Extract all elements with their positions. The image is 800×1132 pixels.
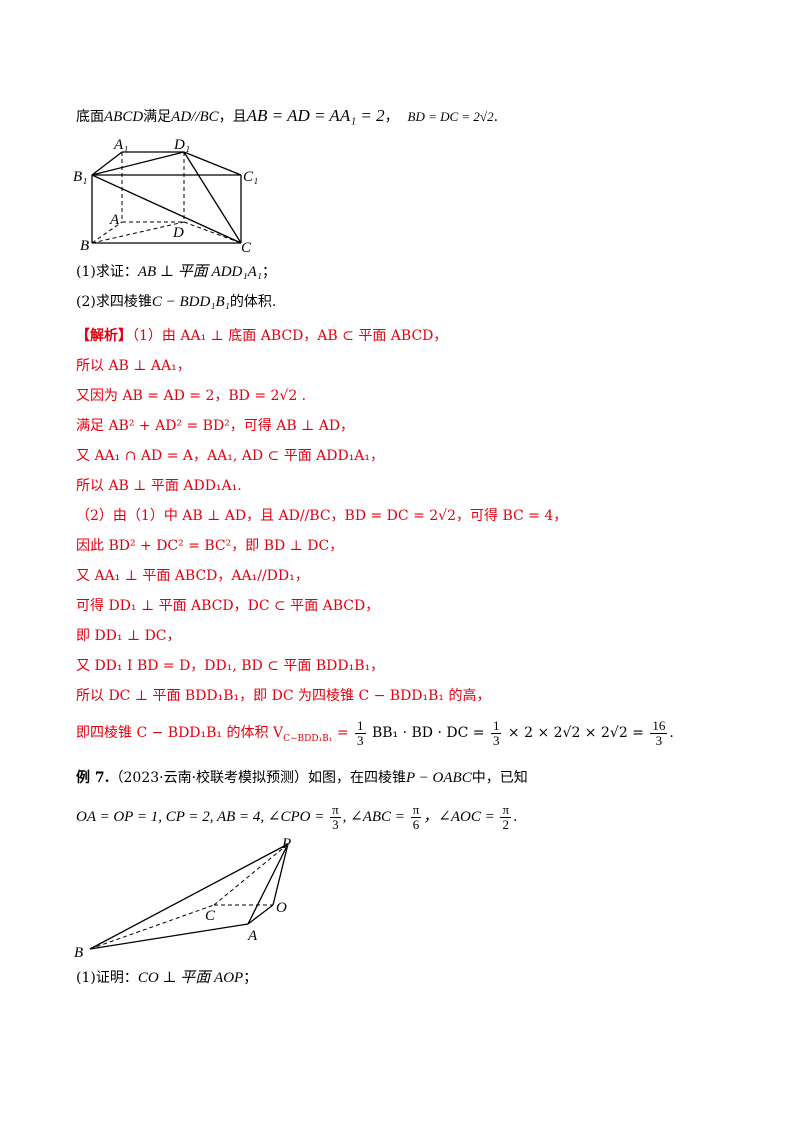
ex7-q1-prefix: (1)证明： <box>76 970 138 986</box>
pi3-den: 3 <box>332 816 339 832</box>
solution-tag: 【解析】 <box>76 328 132 344</box>
solution-line-13: 所以 DC ⊥ 平面 BDD₁B₁，即 DC 为四棱锥 C − BDD₁B₁ 的… <box>76 686 490 706</box>
solution-line-8: 因此 BD² + DC² = BC²，即 BD ⊥ DC， <box>76 536 343 556</box>
label-C: C <box>241 240 252 254</box>
solution-l5: 又 AA₁ ∩ AD = A，AA₁, AD ⊂ 平面 ADD₁A₁， <box>76 448 385 464</box>
ex7-q1-math: CO ⊥ 平面 AOP <box>137 970 244 986</box>
label-C2: C <box>205 908 216 924</box>
example7-heading: 例 7.（2023·云南·校联考模拟预测）如图，在四棱锥P − OABC中，已知 <box>76 768 528 788</box>
label-A1: A₁ <box>113 137 128 153</box>
label-B: B <box>80 238 89 254</box>
pi3-num: π <box>330 801 341 818</box>
intro-abcd: ABCD <box>104 109 144 125</box>
pyramid-figure: P C O A B <box>74 836 291 961</box>
solution-l14-sub: C−BDD₁B₁ <box>283 733 333 744</box>
solution-l11: 即 DD₁ ⊥ DC， <box>76 628 181 644</box>
pi2-den: 2 <box>502 816 510 832</box>
solution-l14-c: × 2 × 2√2 × 2√2 = <box>507 725 649 741</box>
q1-math: AB ⊥ 平面 ADD₁A₁ <box>137 264 262 280</box>
frac1-den: 3 <box>357 732 364 748</box>
frac2-num: 1 <box>490 717 502 734</box>
label-D1: D₁ <box>173 137 190 153</box>
q2-end: 的体积. <box>229 294 277 310</box>
frac1-num: 1 <box>355 717 366 734</box>
solution-l10: 可得 DD₁ ⊥ 平面 ABCD，DC ⊂ 平面 ABCD， <box>76 598 380 614</box>
q2-math: C − BDD₁B₁ <box>151 294 230 310</box>
example7-question-1: (1)证明：CO ⊥ 平面 AOP； <box>76 968 257 988</box>
intro-sep: ， <box>384 109 399 125</box>
solution-l8: 因此 BD² + DC² = BC²，即 BD ⊥ DC， <box>76 538 344 554</box>
solution-l1: （1）由 AA₁ ⊥ 底面 ABCD，AB ⊂ 平面 ABCD， <box>132 328 448 344</box>
solution-l3: 又因为 AB = AD = 2，BD = 2√2 . <box>76 388 307 404</box>
intro-line: 底面ABCD满足AD//BC，且AB = AD = AA₁ = 2， BD = … <box>76 106 498 127</box>
solution-line-12: 又 DD₁ I BD = D，DD₁, BD ⊂ 平面 BDD₁B₁， <box>76 656 384 676</box>
q2-prefix: (2)求四棱锥 <box>76 294 152 310</box>
label-A2: A <box>247 928 258 944</box>
solution-l14-a: = <box>332 725 354 741</box>
solution-line-5: 又 AA₁ ∩ AD = A，AA₁, AD ⊂ 平面 ADD₁A₁， <box>76 446 384 466</box>
pi2-num: π <box>500 801 512 818</box>
intro-text: 底面 <box>76 109 104 125</box>
solution-l4: 满足 AB² + AD² = BD²，可得 AB ⊥ AD， <box>76 418 355 434</box>
solution-line-6: 所以 AB ⊥ 平面 ADD₁A₁. <box>76 476 242 496</box>
solution-line-9: 又 AA₁ ⊥ 平面 ABCD，AA₁//DD₁， <box>76 566 309 586</box>
q1-prefix: (1)求证： <box>76 264 138 280</box>
solution-l2: 所以 AB ⊥ AA₁， <box>76 358 191 374</box>
solution-l13: 所以 DC ⊥ 平面 BDD₁B₁，即 DC 为四棱锥 C − BDD₁B₁ 的… <box>76 688 491 704</box>
label-O: O <box>276 900 287 916</box>
solution-l14-end: . <box>669 725 674 741</box>
cond-b: , ∠ABC = <box>342 809 409 825</box>
solution-l12: 又 DD₁ I BD = D，DD₁, BD ⊂ 平面 BDD₁B₁， <box>76 658 385 674</box>
cond-end: . <box>513 809 518 825</box>
question-2: (2)求四棱锥C − BDD₁B₁的体积. <box>76 292 276 312</box>
solution-line-7: （2）由（1）中 AB ⊥ AD，且 AD//BC，BD = DC = 2√2，… <box>76 506 567 526</box>
frac3-num: 16 <box>650 717 668 734</box>
label-D: D <box>172 225 184 241</box>
cond-a: OA = OP = 1, CP = 2, AB = 4, ∠CPO = <box>76 809 329 825</box>
solution-line-4: 满足 AB² + AD² = BD²，可得 AB ⊥ AD， <box>76 416 354 436</box>
example7-pyramid: P − OABC <box>406 770 472 786</box>
frac2-den: 3 <box>492 732 500 748</box>
q1-end: ； <box>261 264 276 280</box>
pi6-den: 6 <box>412 816 420 832</box>
solution-line-3: 又因为 AB = AD = 2，BD = 2√2 . <box>76 386 306 406</box>
solution-l7: （2）由（1）中 AB ⊥ AD，且 AD//BC，BD = DC = 2√2，… <box>76 508 568 524</box>
intro-eq2: BD = DC = 2√2 <box>407 109 494 124</box>
intro-eq1: AB = AD = AA₁ = 2 <box>246 106 385 125</box>
intro-text-3: ，且 <box>218 109 247 125</box>
solution-l14-b: BB₁ · BD · DC = <box>371 725 489 741</box>
solution-line-10: 可得 DD₁ ⊥ 平面 ABCD，DC ⊂ 平面 ABCD， <box>76 596 379 616</box>
example7-source: （2023·云南·校联考模拟预测）如图，在四棱锥 <box>109 770 407 786</box>
intro-end: . <box>493 109 499 125</box>
solution-line-1: 【解析】（1）由 AA₁ ⊥ 底面 ABCD，AB ⊂ 平面 ABCD， <box>76 326 447 346</box>
label-A: A <box>109 212 120 228</box>
question-1: (1)求证：AB ⊥ 平面 ADD₁A₁； <box>76 262 276 282</box>
fraction-sixteen-thirds: 16 3 <box>650 717 668 748</box>
label-B2: B <box>74 945 83 961</box>
ex7-q1-end: ； <box>243 970 258 986</box>
example7-label: 例 7. <box>76 770 110 786</box>
example7-tail: 中，已知 <box>471 770 528 786</box>
label-C1: C₁ <box>243 169 258 185</box>
solution-line-2: 所以 AB ⊥ AA₁， <box>76 356 191 376</box>
label-P: P <box>281 836 291 852</box>
solution-line-11: 即 DD₁ ⊥ DC， <box>76 626 181 646</box>
frac3-den: 3 <box>655 732 663 748</box>
solution-l14-prefix: 即四棱锥 C − BDD₁B₁ 的体积 V <box>76 725 284 741</box>
solution-l6: 所以 AB ⊥ 平面 ADD₁A₁. <box>76 478 242 494</box>
label-B1: B₁ <box>73 169 87 185</box>
cond-c: ，∠AOC = <box>423 809 499 825</box>
intro-parallel: AD//BC <box>171 109 219 125</box>
intro-text-2: 满足 <box>143 109 172 125</box>
prism-figure: A₁ D₁ B₁ C₁ A D B C <box>73 137 258 254</box>
pi6-num: π <box>410 801 422 818</box>
solution-l9: 又 AA₁ ⊥ 平面 ABCD，AA₁//DD₁， <box>76 568 309 584</box>
